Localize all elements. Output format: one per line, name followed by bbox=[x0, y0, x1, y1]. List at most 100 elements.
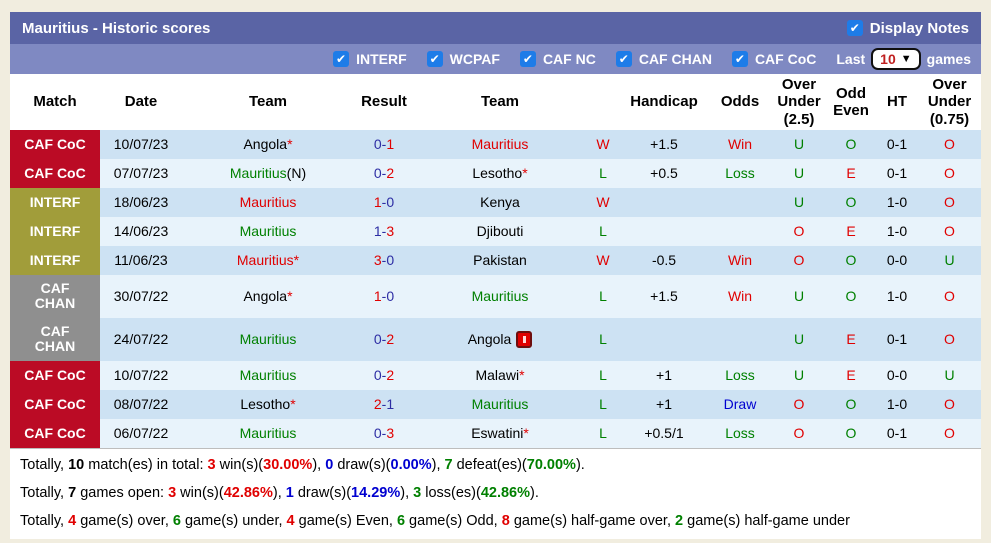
summary-footer: Totally, 10 match(es) in total: 3 win(s)… bbox=[10, 447, 981, 539]
home-team: Mauritius (N) bbox=[229, 164, 307, 181]
games-label: games bbox=[926, 51, 971, 67]
ht-score: 0-1 bbox=[886, 330, 908, 347]
over-under-075: U bbox=[944, 366, 955, 383]
filter-item-wcpaf[interactable]: ✔ WCPAF bbox=[426, 51, 500, 67]
last-games-select[interactable]: 10 ▼ bbox=[871, 48, 921, 70]
wl-result: L bbox=[599, 164, 607, 181]
handicap: +0.5/1 bbox=[644, 424, 684, 441]
ht-score: 1-0 bbox=[886, 193, 908, 210]
odd-even: E bbox=[846, 222, 856, 239]
odds-result: Loss bbox=[725, 424, 755, 441]
odd-even: O bbox=[845, 251, 857, 268]
summary-line-2: Totally, 7 games open: 3 win(s)(42.86%),… bbox=[20, 484, 539, 501]
title-bar: Mauritius - Historic scores ✔ Display No… bbox=[10, 12, 981, 44]
home-team: Mauritius bbox=[239, 193, 297, 210]
odd-even: O bbox=[845, 424, 857, 441]
column-header: HT bbox=[887, 93, 907, 111]
filter-item-caf-chan[interactable]: ✔ CAF CHAN bbox=[615, 51, 712, 67]
column-header: Handicap bbox=[630, 93, 698, 111]
wl-result: L bbox=[599, 330, 607, 347]
wl-result: L bbox=[599, 222, 607, 239]
over-under-075: O bbox=[944, 287, 955, 304]
column-header: Team bbox=[480, 93, 520, 111]
score: 0- 1 bbox=[373, 135, 395, 152]
competition-badge: CAF CoC bbox=[10, 418, 100, 448]
handicap: +0.5 bbox=[650, 164, 678, 181]
over-under-25: U bbox=[793, 366, 805, 383]
competition-badge: INTERF bbox=[10, 187, 100, 217]
display-notes-label: Display Notes bbox=[869, 19, 969, 37]
over-under-075: O bbox=[944, 193, 955, 210]
column-header: Odd Even bbox=[833, 84, 869, 119]
handicap: +1.5 bbox=[650, 287, 678, 304]
table-body: CAF CoC 10/07/23 Angola * 0- 1 Mauritius W +1.5 W… bbox=[10, 129, 981, 448]
column-header: Date bbox=[124, 93, 158, 111]
over-under-075: O bbox=[944, 424, 955, 441]
away-team: Mauritius bbox=[471, 135, 529, 152]
wl-result: W bbox=[596, 193, 610, 210]
table-row: CAF CoC 07/07/23 Mauritius (N) 0- 2 Lesotho * L +… bbox=[10, 158, 981, 188]
over-under-075: O bbox=[944, 222, 955, 239]
filter-checkbox[interactable]: ✔ bbox=[731, 51, 748, 67]
odds-result: Loss bbox=[725, 366, 755, 383]
match-date: 10/07/22 bbox=[113, 366, 169, 383]
display-notes-toggle[interactable]: ✔ Display Notes bbox=[846, 19, 969, 37]
home-team: Mauritius bbox=[239, 366, 297, 383]
display-notes-checkbox[interactable]: ✔ bbox=[846, 20, 863, 36]
home-team: Lesotho * bbox=[240, 395, 296, 412]
last-label: Last bbox=[836, 51, 866, 67]
home-team: Mauritius * bbox=[236, 251, 300, 268]
odds-result bbox=[708, 318, 772, 361]
home-team: Angola * bbox=[243, 135, 293, 152]
table-row: CAF CoC 10/07/23 Angola * 0- 1 Mauritius W +1.5 W… bbox=[10, 129, 981, 159]
filter-checkbox[interactable]: ✔ bbox=[333, 51, 350, 67]
ht-score: 1-0 bbox=[886, 222, 908, 239]
filter-item-caf-coc[interactable]: ✔ CAF CoC bbox=[731, 51, 817, 67]
score: 0- 2 bbox=[373, 366, 395, 383]
last-games-control: Last 10 ▼ games bbox=[836, 48, 971, 70]
table-row: INTERF 14/06/23 Mauritius 1- 3 Djibouti L O E 1-0… bbox=[10, 216, 981, 246]
odds-result bbox=[708, 217, 772, 246]
filter-checkbox[interactable]: ✔ bbox=[519, 51, 536, 67]
odd-even: O bbox=[845, 135, 857, 152]
match-date: 06/07/22 bbox=[113, 424, 169, 441]
away-team: Lesotho * bbox=[472, 164, 528, 181]
filter-label: CAF CoC bbox=[754, 51, 817, 67]
filter-checkbox[interactable]: ✔ bbox=[426, 51, 443, 67]
competition-badge: INTERF bbox=[10, 216, 100, 246]
over-under-25: U bbox=[793, 193, 805, 210]
filter-item-interf[interactable]: ✔ INTERF bbox=[333, 51, 407, 67]
table-row: CAF CoC 10/07/22 Mauritius 0- 2 Malawi * L +1 Los… bbox=[10, 360, 981, 390]
ht-score: 1-0 bbox=[886, 395, 908, 412]
filter-bar: ✔ INTERF ✔ WCPAF ✔ CAF NC ✔ CAF CHAN ✔ CAF CoC La… bbox=[10, 44, 981, 74]
filter-checkbox[interactable]: ✔ bbox=[615, 51, 632, 67]
competition-badge: CAF CoC bbox=[10, 360, 100, 390]
filter-label: CAF CHAN bbox=[638, 51, 712, 67]
table-row: CAF CoC 08/07/22 Lesotho * 2 -1 Mauritius L +1 Dr… bbox=[10, 389, 981, 419]
score: 0- 2 bbox=[373, 164, 395, 181]
handicap: +1 bbox=[656, 366, 672, 383]
red-card-icon bbox=[516, 330, 533, 348]
odds-result: Draw bbox=[723, 395, 757, 412]
match-date: 07/07/23 bbox=[113, 164, 169, 181]
match-date: 24/07/22 bbox=[113, 330, 169, 347]
ht-score: 0-0 bbox=[886, 251, 908, 268]
summary-line-1: Totally, 10 match(es) in total: 3 win(s)… bbox=[20, 456, 585, 473]
column-header: Odds bbox=[720, 93, 760, 111]
match-date: 30/07/22 bbox=[113, 287, 169, 304]
match-date: 10/07/23 bbox=[113, 135, 169, 152]
column-header: Result bbox=[361, 93, 407, 111]
page-title: Mauritius - Historic scores bbox=[22, 19, 211, 37]
over-under-075: O bbox=[944, 135, 955, 152]
wl-result: L bbox=[599, 424, 607, 441]
odd-even: O bbox=[845, 395, 857, 412]
match-date: 08/07/22 bbox=[113, 395, 169, 412]
filter-group: ✔ INTERF ✔ WCPAF ✔ CAF NC ✔ CAF CHAN ✔ CAF CoC bbox=[333, 51, 816, 67]
over-under-25: U bbox=[793, 164, 805, 181]
column-header bbox=[586, 74, 620, 130]
table-header-row: Match Date Team Result Team Handicap Odds Over … bbox=[10, 74, 981, 130]
away-team: Angola bbox=[414, 318, 586, 361]
wl-result: W bbox=[596, 251, 610, 268]
filter-item-caf-nc[interactable]: ✔ CAF NC bbox=[519, 51, 596, 67]
wl-result: L bbox=[599, 395, 607, 412]
